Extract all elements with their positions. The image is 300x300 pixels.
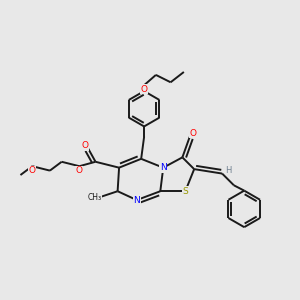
Text: O: O: [82, 141, 89, 150]
Text: O: O: [76, 166, 83, 175]
Text: O: O: [29, 166, 36, 175]
Text: CH₃: CH₃: [88, 193, 102, 202]
Text: O: O: [189, 129, 196, 138]
Text: O: O: [141, 85, 148, 94]
Text: S: S: [182, 187, 188, 196]
Text: N: N: [134, 196, 140, 205]
Text: H: H: [225, 166, 232, 175]
Text: N: N: [160, 163, 166, 172]
